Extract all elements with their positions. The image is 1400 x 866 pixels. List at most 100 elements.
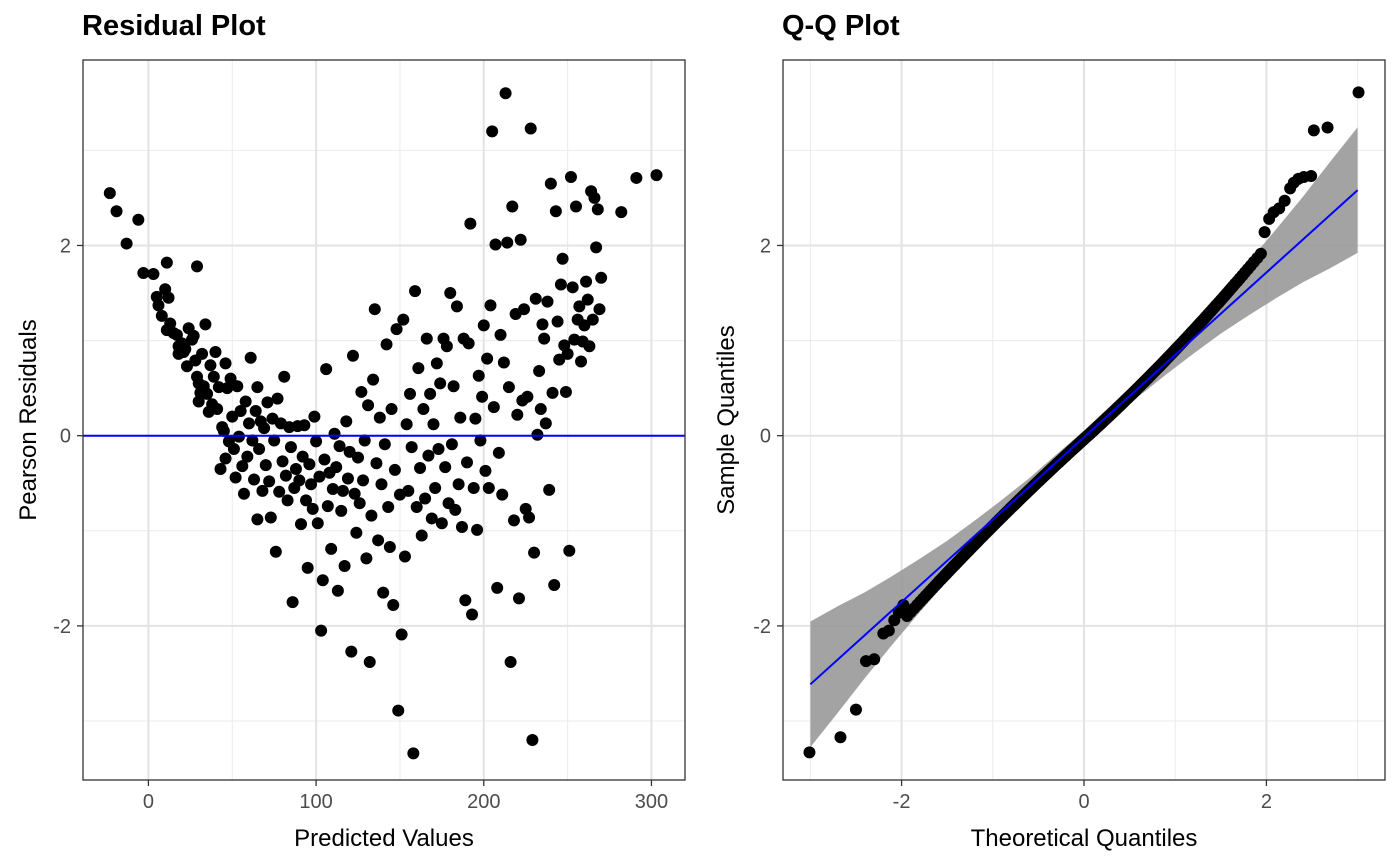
residual-point <box>279 469 292 482</box>
residual-point <box>214 462 227 475</box>
residual-x-tick-label: 100 <box>299 791 332 813</box>
residual-point <box>435 517 448 530</box>
residual-point <box>103 187 116 200</box>
residual-point <box>227 443 240 456</box>
residual-point <box>320 363 333 376</box>
residual-point <box>586 313 599 326</box>
residual-point <box>276 455 289 468</box>
residual-point <box>578 319 591 332</box>
residual-point <box>521 390 534 403</box>
residual-point <box>321 500 334 513</box>
residual-point <box>464 217 477 230</box>
residual-point <box>367 373 380 386</box>
residual-point <box>268 434 281 447</box>
residual-point <box>546 386 559 399</box>
residual-point <box>474 434 487 447</box>
residual-point <box>261 396 274 409</box>
residual-point <box>466 608 479 621</box>
residual-panel-border <box>82 59 686 781</box>
residual-point <box>263 475 276 488</box>
residual-point <box>424 387 437 400</box>
residual-point <box>271 392 284 405</box>
residual-point <box>422 449 435 462</box>
residual-point <box>469 412 482 425</box>
residual-point <box>462 337 475 350</box>
residual-point <box>410 501 423 514</box>
residual-point <box>251 513 264 526</box>
residual-point <box>311 517 324 530</box>
residual-point <box>219 452 232 465</box>
residual-point <box>491 581 504 594</box>
residual-point <box>110 205 123 218</box>
residual-point <box>412 362 425 375</box>
residual-point <box>591 203 604 216</box>
qq-point <box>1321 121 1334 134</box>
residual-point <box>256 484 269 497</box>
residual-point <box>273 485 286 498</box>
residual-point <box>398 550 411 563</box>
residual-point <box>298 419 311 432</box>
residual-point <box>368 303 381 316</box>
residual-point <box>204 359 217 372</box>
residual-point <box>373 411 386 424</box>
residual-point <box>563 544 576 557</box>
qq-point <box>1254 247 1267 260</box>
residual-point <box>221 382 234 395</box>
residual-point <box>330 461 343 474</box>
residual-point <box>358 434 371 447</box>
residual-point <box>541 295 554 308</box>
residual-point <box>504 656 517 669</box>
residual-point <box>575 355 588 368</box>
residual-point <box>405 441 418 454</box>
residual-point <box>630 171 643 184</box>
residual-point <box>390 323 403 336</box>
residual-point <box>249 404 262 417</box>
qq-point <box>1278 194 1291 207</box>
residual-point <box>340 415 353 428</box>
residual-point <box>429 482 442 495</box>
residual-point <box>551 315 564 328</box>
residual-point <box>588 191 601 204</box>
residual-point <box>341 472 354 485</box>
residual-point <box>147 268 160 281</box>
residual-point <box>440 340 453 353</box>
residual-point <box>372 534 385 547</box>
residual-y-axis-label: Pearson Residuals <box>15 319 42 520</box>
residual-point <box>556 252 569 265</box>
residual-point <box>511 408 524 421</box>
residual-point <box>363 656 376 669</box>
residual-point <box>434 377 447 390</box>
residual-point <box>362 399 375 412</box>
residual-point <box>526 734 539 747</box>
residual-point <box>400 418 413 431</box>
residual-point <box>209 345 222 358</box>
residual-point <box>269 545 282 558</box>
qq-x-tick-label: 2 <box>1261 791 1272 813</box>
residual-point <box>316 574 329 587</box>
residual-point <box>382 501 395 514</box>
residual-point <box>583 340 596 353</box>
qq-point <box>868 653 881 666</box>
residual-point <box>445 438 458 451</box>
residual-point <box>375 478 388 491</box>
residual-point <box>248 473 261 486</box>
residual-point <box>502 381 515 394</box>
residual-point <box>239 395 252 408</box>
residual-point <box>506 200 519 213</box>
qq-point <box>1352 86 1365 99</box>
residual-point <box>536 318 549 331</box>
residual-point <box>120 237 133 250</box>
residual-point <box>452 478 465 491</box>
residual-point <box>345 645 358 658</box>
residual-point <box>370 457 383 470</box>
residual-point <box>335 504 348 517</box>
residual-y-tick-label: 0 <box>60 426 71 448</box>
residual-point <box>561 347 574 360</box>
residual-point <box>199 318 212 331</box>
residual-point <box>461 456 474 469</box>
residual-point <box>152 299 165 312</box>
residual-point <box>201 387 214 400</box>
residual-point <box>514 233 527 246</box>
residual-point <box>539 417 552 430</box>
residual-point <box>554 278 567 291</box>
